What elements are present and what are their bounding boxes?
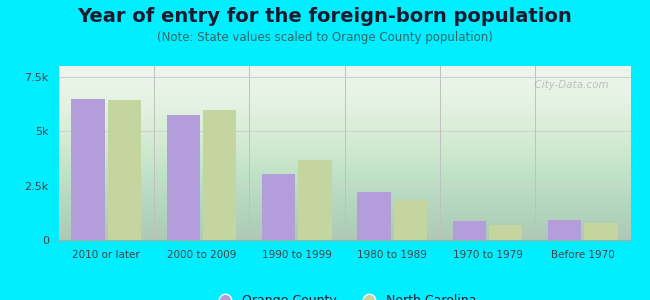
Bar xyxy=(298,160,332,240)
Bar xyxy=(72,99,105,240)
Legend: Orange County, North Carolina: Orange County, North Carolina xyxy=(207,289,482,300)
Bar xyxy=(394,200,427,240)
Bar xyxy=(489,225,523,240)
Bar xyxy=(203,110,237,240)
Text: (Note: State values scaled to Orange County population): (Note: State values scaled to Orange Cou… xyxy=(157,32,493,44)
Bar xyxy=(452,221,486,240)
Bar xyxy=(548,220,581,240)
Text: City-Data.com: City-Data.com xyxy=(528,80,608,90)
Bar xyxy=(584,224,618,240)
Bar xyxy=(262,174,295,240)
Bar xyxy=(166,115,200,240)
Bar xyxy=(358,192,391,240)
Bar xyxy=(108,100,141,240)
Text: Year of entry for the foreign-born population: Year of entry for the foreign-born popul… xyxy=(77,8,573,26)
